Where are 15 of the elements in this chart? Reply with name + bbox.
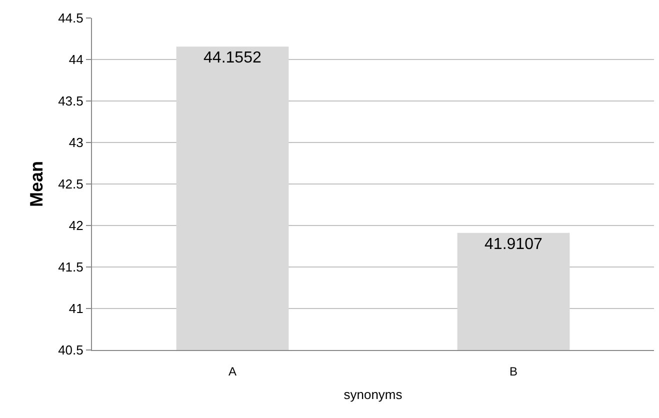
y-tick-label: 40.5 bbox=[58, 342, 84, 358]
x-tick-label: B bbox=[509, 364, 518, 378]
data-label: 44.1552 bbox=[204, 50, 262, 67]
y-tick-label: 44.5 bbox=[58, 10, 84, 26]
y-tick-label: 41.5 bbox=[58, 260, 84, 275]
x-tick-label: A bbox=[228, 364, 237, 378]
y-tick-label: 42 bbox=[68, 218, 84, 234]
y-tick-label: 44 bbox=[68, 52, 84, 68]
y-tick-label: 43.5 bbox=[58, 94, 84, 109]
y-tick-label: 43 bbox=[68, 135, 84, 150]
y-tick-label: 41 bbox=[68, 301, 84, 316]
x-axis-title: synonyms bbox=[344, 387, 403, 402]
y-tick-label: 42.5 bbox=[58, 176, 84, 192]
data-label: 41.9107 bbox=[484, 236, 542, 253]
y-axis-title: Mean bbox=[26, 160, 46, 208]
